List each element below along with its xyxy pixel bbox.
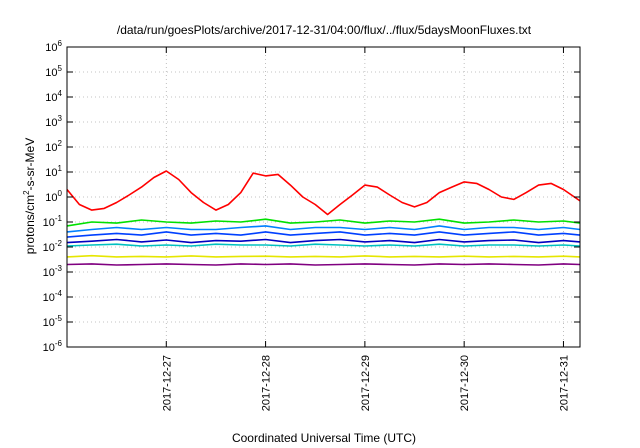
y-tick-label: 106 bbox=[45, 39, 62, 54]
y-tick-label-exp: -5 bbox=[55, 314, 63, 323]
y-tick-label-base: 10 bbox=[45, 192, 57, 204]
y-tick-label-base: 10 bbox=[43, 242, 55, 254]
x-tick-labels: 2017-12-27 2017-12-28 2017-12-29 2017-12-30… bbox=[161, 355, 570, 411]
y-tick-label: 10-2 bbox=[43, 239, 63, 254]
y-tick-label: 10-5 bbox=[43, 314, 63, 329]
y-tick-label-base: 10 bbox=[45, 117, 57, 129]
y-tick-label-exp: 3 bbox=[58, 114, 63, 123]
y-tick-label-exp: -1 bbox=[55, 214, 63, 223]
series-line-6 bbox=[66, 243, 581, 247]
x-tick-label: 2017-12-30 bbox=[459, 355, 471, 411]
y-tick-label: 103 bbox=[45, 114, 62, 129]
x-tick-label: 2017-12-28 bbox=[261, 355, 273, 411]
y-tick-label: 10-1 bbox=[43, 214, 63, 229]
y-tick-label-base: 10 bbox=[43, 292, 55, 304]
series-line-3 bbox=[66, 225, 581, 233]
y-tick-label-base: 10 bbox=[43, 217, 55, 229]
series-group bbox=[66, 170, 581, 266]
y-axis-label-base: protons/cm bbox=[23, 195, 37, 254]
series-line-7 bbox=[66, 254, 581, 258]
y-tick-label-exp: 1 bbox=[58, 164, 63, 173]
series-line-1 bbox=[66, 170, 581, 216]
y-tick-label: 102 bbox=[45, 139, 62, 154]
y-tick-label: 10-3 bbox=[43, 264, 63, 279]
grid-lines bbox=[67, 47, 580, 347]
y-tick-label-exp: 5 bbox=[58, 64, 63, 73]
series-line-5 bbox=[66, 238, 581, 244]
y-tick-label-exp: 6 bbox=[58, 39, 63, 48]
series-line-8 bbox=[66, 263, 581, 266]
y-tick-label-exp: 0 bbox=[58, 189, 63, 198]
tick-marks bbox=[67, 46, 580, 348]
y-tick-label: 105 bbox=[45, 64, 62, 79]
y-tick-label: 10-6 bbox=[43, 339, 63, 354]
y-tick-label-base: 10 bbox=[43, 342, 55, 354]
y-tick-labels: 10-610-510-410-310-210-11001011021031041… bbox=[43, 39, 63, 354]
series-line-4 bbox=[66, 231, 581, 238]
y-tick-label: 101 bbox=[45, 164, 62, 179]
y-tick-label-exp: -2 bbox=[55, 239, 63, 248]
y-tick-label: 10-4 bbox=[43, 289, 63, 304]
y-tick-label-exp: -4 bbox=[55, 289, 63, 298]
y-tick-label-base: 10 bbox=[45, 92, 57, 104]
x-tick-label: 2017-12-29 bbox=[360, 355, 372, 411]
y-tick-label-base: 10 bbox=[43, 267, 55, 279]
x-tick-label: 2017-12-31 bbox=[558, 355, 570, 411]
y-tick-label-base: 10 bbox=[45, 142, 57, 154]
y-tick-label-exp: 4 bbox=[58, 89, 63, 98]
chart-title: /data/run/goesPlots/archive/2017-12-31/0… bbox=[117, 23, 532, 37]
y-tick-label: 104 bbox=[45, 89, 62, 104]
y-tick-label-base: 10 bbox=[45, 42, 57, 54]
y-tick-label-exp: -3 bbox=[55, 264, 63, 273]
y-axis-label-exp: 2 bbox=[22, 190, 31, 195]
series-line-2 bbox=[66, 218, 581, 227]
x-tick-label: 2017-12-27 bbox=[161, 355, 173, 411]
y-axis-label: protons/cm2-s-sr-MeV bbox=[22, 138, 37, 254]
y-tick-label: 100 bbox=[45, 189, 62, 204]
y-tick-label-base: 10 bbox=[45, 67, 57, 79]
x-axis-label: Coordinated Universal Time (UTC) bbox=[232, 431, 416, 445]
y-tick-label-base: 10 bbox=[43, 317, 55, 329]
y-tick-label-exp: -6 bbox=[55, 339, 63, 348]
y-tick-label-base: 10 bbox=[45, 167, 57, 179]
y-tick-label-exp: 2 bbox=[58, 139, 63, 148]
y-axis-label-rest: -s-sr-MeV bbox=[23, 138, 37, 191]
